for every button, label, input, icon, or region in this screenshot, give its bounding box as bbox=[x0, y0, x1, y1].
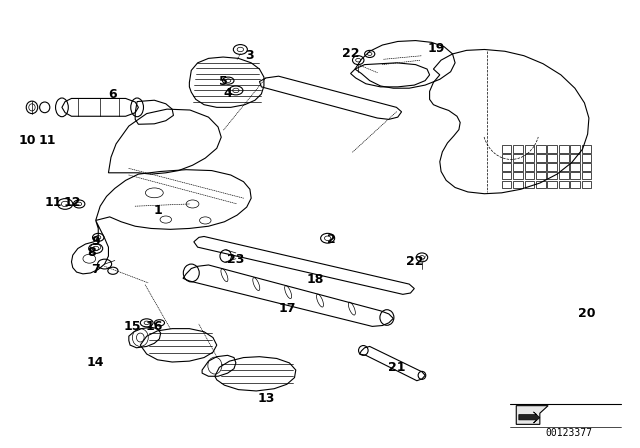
Text: 12: 12 bbox=[64, 196, 81, 209]
Bar bbox=[547, 163, 557, 171]
Bar bbox=[547, 172, 557, 180]
Text: 22: 22 bbox=[406, 255, 423, 268]
Bar bbox=[570, 145, 580, 153]
Text: 1: 1 bbox=[153, 204, 162, 217]
Text: 14: 14 bbox=[87, 357, 104, 370]
Bar bbox=[582, 163, 591, 171]
Bar bbox=[525, 163, 534, 171]
Text: 11: 11 bbox=[38, 134, 56, 147]
Bar bbox=[525, 181, 534, 188]
Text: 17: 17 bbox=[278, 302, 296, 315]
Text: 6: 6 bbox=[109, 88, 117, 101]
Text: 2: 2 bbox=[327, 233, 336, 246]
Bar bbox=[547, 154, 557, 162]
Text: 21: 21 bbox=[388, 361, 405, 374]
Text: 23: 23 bbox=[227, 253, 244, 266]
Bar bbox=[536, 163, 545, 171]
Bar bbox=[559, 181, 568, 188]
Bar bbox=[582, 172, 591, 180]
Bar bbox=[570, 172, 580, 180]
Text: 7: 7 bbox=[92, 263, 100, 276]
Text: 00123377: 00123377 bbox=[545, 428, 592, 438]
Bar bbox=[502, 181, 511, 188]
Bar bbox=[559, 163, 568, 171]
Bar bbox=[570, 181, 580, 188]
Text: 22: 22 bbox=[342, 47, 359, 60]
Bar bbox=[559, 145, 568, 153]
Bar bbox=[525, 154, 534, 162]
Bar bbox=[582, 154, 591, 162]
Text: 3: 3 bbox=[246, 49, 254, 62]
Bar bbox=[513, 172, 523, 180]
Bar bbox=[502, 172, 511, 180]
Bar bbox=[513, 145, 523, 153]
Bar bbox=[559, 172, 568, 180]
Polygon shape bbox=[516, 405, 548, 424]
Text: 18: 18 bbox=[306, 273, 324, 286]
Text: 19: 19 bbox=[428, 42, 445, 55]
Text: 11: 11 bbox=[45, 196, 62, 209]
Text: 4: 4 bbox=[223, 87, 232, 100]
Bar bbox=[513, 154, 523, 162]
Bar bbox=[536, 145, 545, 153]
Bar bbox=[582, 181, 591, 188]
Bar bbox=[536, 154, 545, 162]
Bar bbox=[536, 181, 545, 188]
Text: 16: 16 bbox=[146, 320, 163, 333]
Bar bbox=[513, 163, 523, 171]
Bar bbox=[525, 172, 534, 180]
Bar bbox=[547, 181, 557, 188]
Bar bbox=[502, 154, 511, 162]
Text: 9: 9 bbox=[92, 235, 100, 248]
Bar bbox=[582, 145, 591, 153]
Text: 13: 13 bbox=[257, 392, 275, 405]
Bar bbox=[536, 172, 545, 180]
Text: 5: 5 bbox=[219, 75, 227, 88]
Bar bbox=[513, 181, 523, 188]
Text: 20: 20 bbox=[578, 306, 595, 319]
Bar bbox=[570, 154, 580, 162]
Bar bbox=[559, 154, 568, 162]
Bar bbox=[570, 163, 580, 171]
Bar bbox=[547, 145, 557, 153]
Text: 10: 10 bbox=[18, 134, 36, 147]
Text: 15: 15 bbox=[124, 320, 141, 333]
Bar bbox=[525, 145, 534, 153]
Bar bbox=[502, 163, 511, 171]
Text: 8: 8 bbox=[88, 246, 96, 259]
Polygon shape bbox=[519, 412, 540, 423]
Bar bbox=[502, 145, 511, 153]
